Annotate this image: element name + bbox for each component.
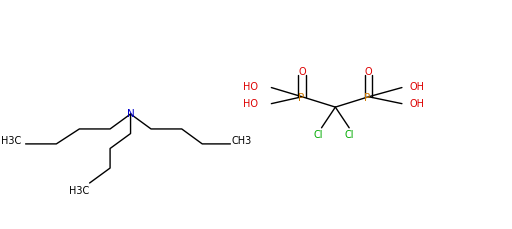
Text: OH: OH [410,82,424,92]
Text: H3C: H3C [1,136,22,146]
Text: HO: HO [243,98,258,109]
Text: Cl: Cl [345,129,354,139]
Text: N: N [126,108,135,118]
Text: O: O [298,67,306,77]
Text: P: P [298,93,304,103]
Text: Cl: Cl [314,129,323,139]
Text: P: P [365,93,371,103]
Text: OH: OH [410,98,424,109]
Text: H3C: H3C [69,185,90,196]
Text: CH3: CH3 [231,136,252,146]
Text: O: O [365,67,372,77]
Text: HO: HO [243,82,258,92]
